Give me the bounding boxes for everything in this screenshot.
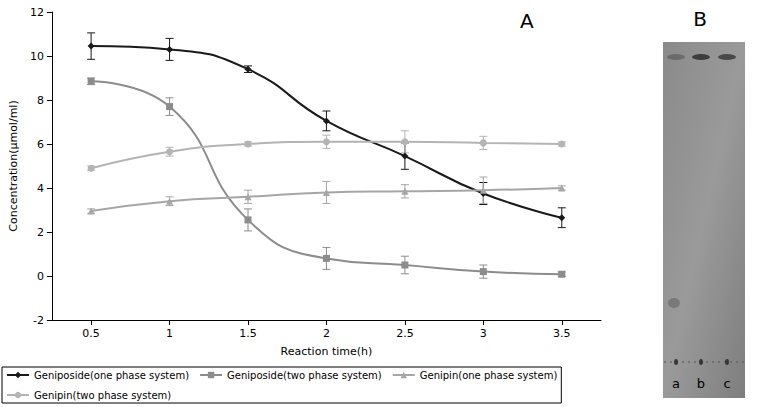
svg-text:Genipin(two phase system): Genipin(two phase system) [34, 390, 171, 401]
svg-text:12: 12 [30, 6, 44, 19]
svg-text:B: B [693, 7, 707, 31]
svg-text:10: 10 [30, 50, 44, 63]
svg-text:Geniposide(one phase system): Geniposide(one phase system) [34, 370, 189, 381]
svg-text:3.5: 3.5 [553, 327, 571, 340]
svg-text:8: 8 [37, 94, 44, 107]
svg-text:2: 2 [37, 226, 44, 239]
svg-text:0: 0 [37, 270, 44, 283]
svg-text:c: c [723, 376, 730, 391]
svg-text:1.5: 1.5 [239, 327, 257, 340]
svg-text:4: 4 [37, 182, 44, 195]
svg-text:2.5: 2.5 [396, 327, 414, 340]
svg-text:3: 3 [480, 327, 487, 340]
svg-text:Geniposide(two phase system): Geniposide(two phase system) [227, 370, 382, 381]
svg-text:2: 2 [323, 327, 330, 340]
svg-text:1: 1 [166, 327, 173, 340]
svg-text:A: A [520, 9, 534, 33]
svg-text:6: 6 [37, 138, 44, 151]
svg-text:Reaction time(h): Reaction time(h) [281, 345, 373, 358]
svg-text:Concentration(μmol/ml): Concentration(μmol/ml) [7, 100, 20, 231]
svg-text:b: b [697, 376, 705, 391]
svg-text:a: a [672, 376, 680, 391]
svg-text:0.5: 0.5 [82, 327, 100, 340]
svg-text:Genipin(one phase system): Genipin(one phase system) [420, 370, 558, 381]
svg-text:-2: -2 [33, 314, 44, 327]
